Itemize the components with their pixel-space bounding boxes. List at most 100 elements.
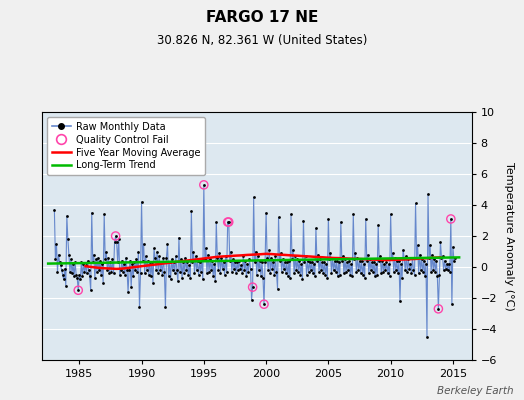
Point	[279, 256, 287, 262]
Point	[77, 259, 85, 266]
Point	[302, 272, 311, 278]
Point	[158, 272, 167, 278]
Point	[166, 259, 174, 266]
Point	[156, 267, 165, 273]
Point	[320, 259, 329, 266]
Point	[200, 182, 208, 188]
Point	[147, 273, 155, 280]
Point	[370, 259, 378, 266]
Point	[88, 210, 96, 216]
Point	[362, 216, 370, 222]
Point	[280, 259, 289, 266]
Point	[163, 240, 172, 247]
Point	[178, 275, 186, 281]
Point	[212, 219, 221, 225]
Point	[394, 270, 402, 276]
Point	[219, 265, 227, 272]
Point	[290, 270, 298, 276]
Point	[369, 268, 377, 275]
Point	[270, 272, 279, 278]
Point	[443, 267, 452, 273]
Point	[368, 259, 376, 266]
Point	[106, 259, 115, 266]
Point	[67, 256, 75, 262]
Point	[246, 265, 255, 272]
Point	[63, 213, 71, 219]
Point	[201, 256, 209, 262]
Point	[176, 268, 184, 275]
Point	[132, 256, 140, 262]
Point	[379, 268, 388, 275]
Point	[130, 259, 138, 266]
Point	[234, 267, 242, 273]
Point	[301, 253, 310, 259]
Point	[416, 251, 424, 258]
Point	[238, 270, 246, 276]
Point	[319, 270, 328, 276]
Point	[183, 259, 191, 266]
Point	[94, 254, 102, 261]
Point	[237, 262, 245, 269]
Point	[145, 272, 153, 278]
Point	[101, 256, 110, 262]
Point	[259, 275, 267, 281]
Point	[104, 254, 113, 261]
Point	[252, 248, 260, 255]
Point	[250, 259, 259, 266]
Point	[224, 219, 232, 225]
Point	[398, 275, 406, 281]
Point	[124, 289, 132, 295]
Point	[425, 254, 433, 261]
Point	[409, 267, 418, 273]
Point	[64, 236, 72, 242]
Point	[195, 259, 204, 266]
Point	[112, 233, 120, 239]
Point	[154, 270, 162, 276]
Point	[170, 259, 178, 266]
Point	[445, 268, 454, 275]
Point	[451, 254, 459, 261]
Point	[242, 273, 250, 280]
Point	[119, 261, 128, 267]
Point	[171, 270, 179, 276]
Point	[312, 225, 320, 232]
Point	[300, 259, 309, 266]
Point	[51, 256, 60, 262]
Point	[282, 259, 291, 266]
Point	[388, 250, 397, 256]
Point	[449, 244, 457, 250]
Point	[123, 267, 131, 273]
Point	[447, 301, 456, 307]
Point	[268, 265, 277, 272]
Point	[266, 270, 275, 276]
Point	[326, 250, 335, 256]
Point	[292, 267, 300, 273]
Point	[153, 248, 161, 255]
Point	[260, 301, 268, 307]
Point	[225, 219, 233, 225]
Point	[191, 253, 200, 259]
Point	[441, 265, 450, 272]
Point	[190, 270, 199, 276]
Point	[111, 239, 119, 245]
Point	[172, 253, 180, 259]
Point	[429, 267, 438, 273]
Point	[161, 304, 170, 310]
Point	[264, 267, 272, 273]
Point	[243, 261, 252, 267]
Point	[296, 272, 304, 278]
Point	[75, 272, 83, 278]
Point	[261, 259, 269, 266]
Point	[100, 211, 108, 218]
Point	[314, 251, 322, 258]
Point	[444, 261, 453, 267]
Point	[74, 287, 82, 294]
Point	[97, 272, 105, 278]
Point	[390, 254, 399, 261]
Point	[138, 258, 147, 264]
Point	[330, 267, 338, 273]
Point	[193, 258, 202, 264]
Point	[350, 256, 358, 262]
Point	[367, 267, 375, 273]
Point	[103, 267, 112, 273]
